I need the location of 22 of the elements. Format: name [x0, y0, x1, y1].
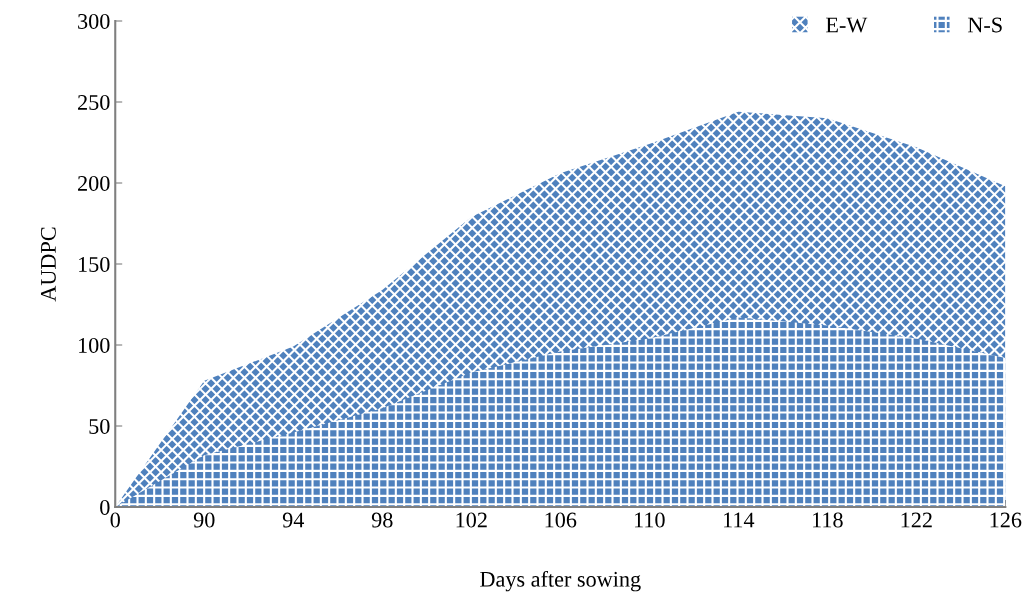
x-tick-label: 0 — [110, 512, 120, 528]
y-tick-label: 50 — [89, 418, 110, 434]
x-tick-label: 114 — [724, 512, 755, 528]
y-tick-label: 200 — [78, 175, 110, 191]
x-axis-title: Days after sowing — [480, 570, 641, 592]
x-tick-label: 102 — [456, 512, 487, 528]
x-tick-label: 94 — [282, 512, 305, 528]
y-tick-label: 0 — [100, 499, 110, 515]
legend-label: E-W — [826, 17, 868, 33]
y-axis-title: AUDPC — [40, 227, 56, 302]
y-tick-label: 250 — [78, 94, 110, 110]
x-tick-label: 90 — [193, 512, 215, 528]
y-tick-label: 300 — [78, 13, 110, 29]
x-tick-label: 122 — [901, 512, 932, 528]
x-tick-label: 126 — [990, 512, 1022, 528]
x-tick-label: 98 — [371, 512, 393, 528]
x-tick-label: 110 — [635, 512, 665, 528]
legend-label: N-S — [967, 17, 1002, 33]
x-tick-label: 118 — [813, 512, 843, 528]
y-tick-label: 100 — [79, 337, 110, 353]
x-tick-label: 106 — [545, 512, 577, 528]
y-tick-label: 150 — [79, 256, 110, 272]
